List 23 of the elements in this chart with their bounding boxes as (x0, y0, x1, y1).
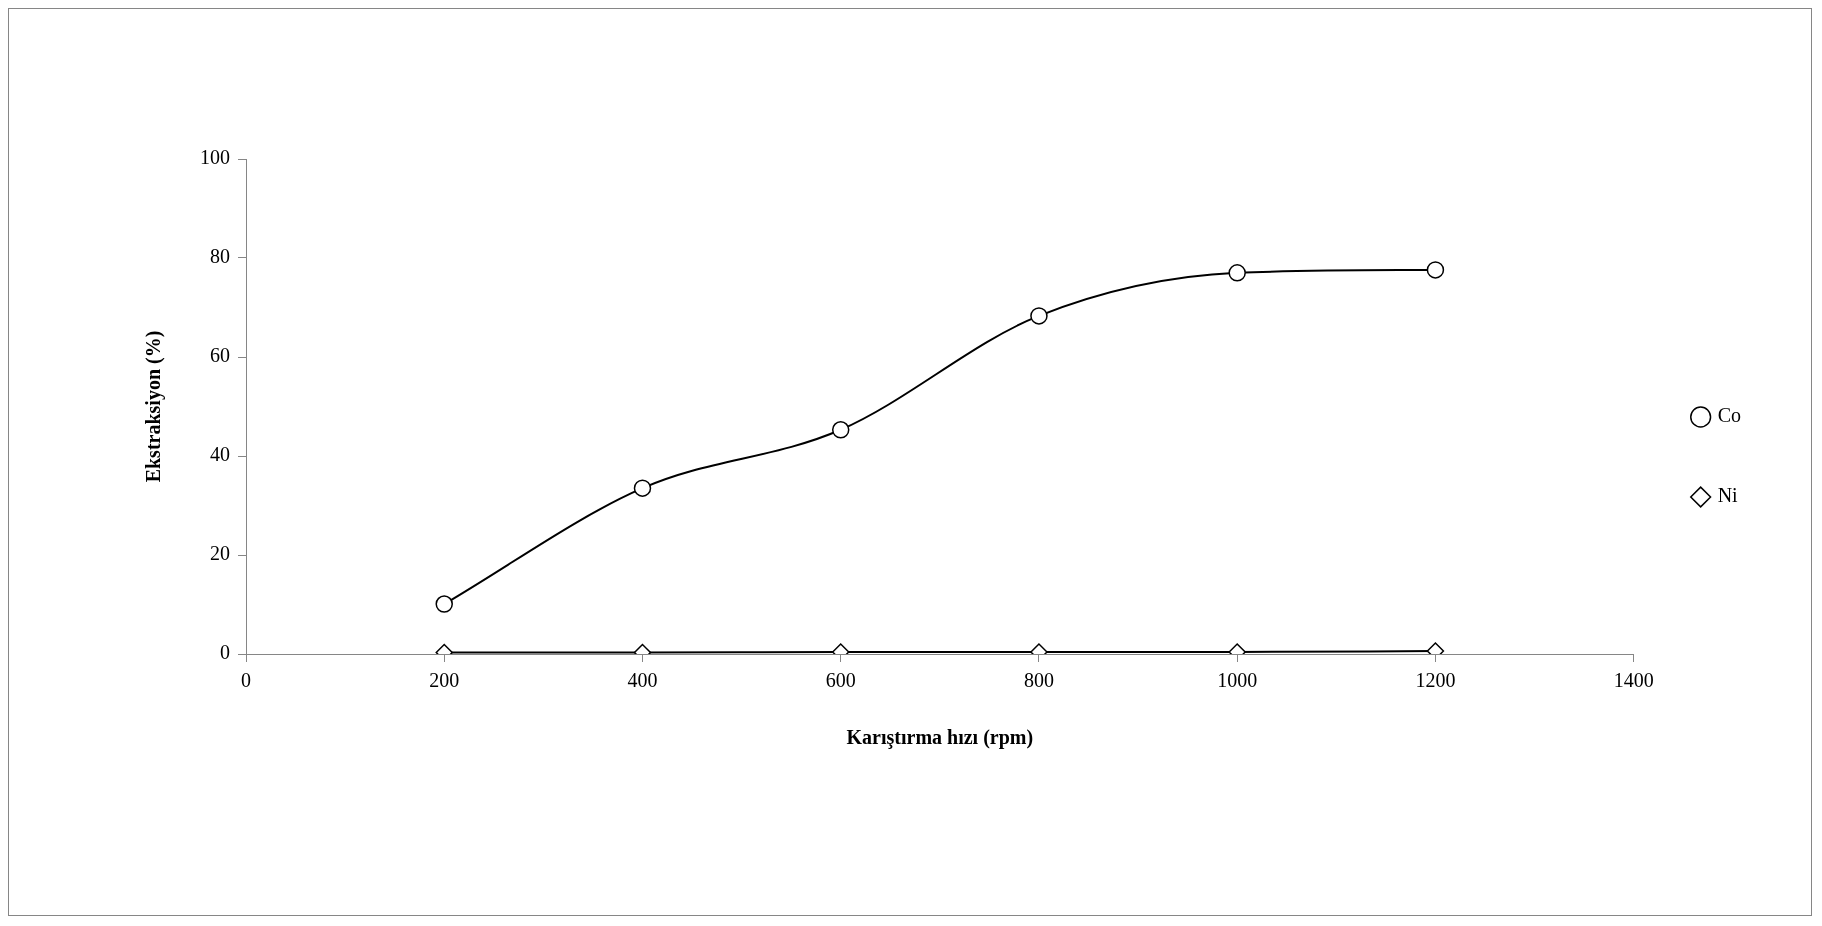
point (1228, 264, 1246, 282)
y-tick-label: 80 (210, 245, 230, 268)
point (1030, 307, 1048, 325)
x-tick-label: 1000 (1217, 669, 1258, 692)
point (831, 421, 850, 439)
y-tick-label: 40 (210, 443, 230, 466)
x-tick-label: 1200 (1415, 669, 1456, 692)
x-tick-label: 0 (241, 669, 251, 692)
legend-label: Co (1717, 404, 1741, 427)
y-tick-label: 20 (210, 542, 230, 565)
y-tick-label: 0 (220, 641, 230, 664)
point (633, 479, 652, 497)
legend-label: Ni (1717, 484, 1739, 507)
x-tick-label: 200 (429, 669, 460, 692)
x-axis-title: Karıştırma hızı (rpm) (846, 726, 1034, 750)
y-tick-label: 60 (210, 344, 230, 367)
point (1426, 261, 1445, 279)
x-tick-label: 1400 (1613, 669, 1654, 692)
x-tick-label: 800 (1023, 669, 1054, 692)
x-tick-label: 600 (825, 669, 856, 692)
y-axis-title: Ekstraksiyon (%) (142, 330, 166, 483)
y-tick-label: 100 (200, 146, 230, 169)
x-tick-label: 400 (627, 669, 658, 692)
